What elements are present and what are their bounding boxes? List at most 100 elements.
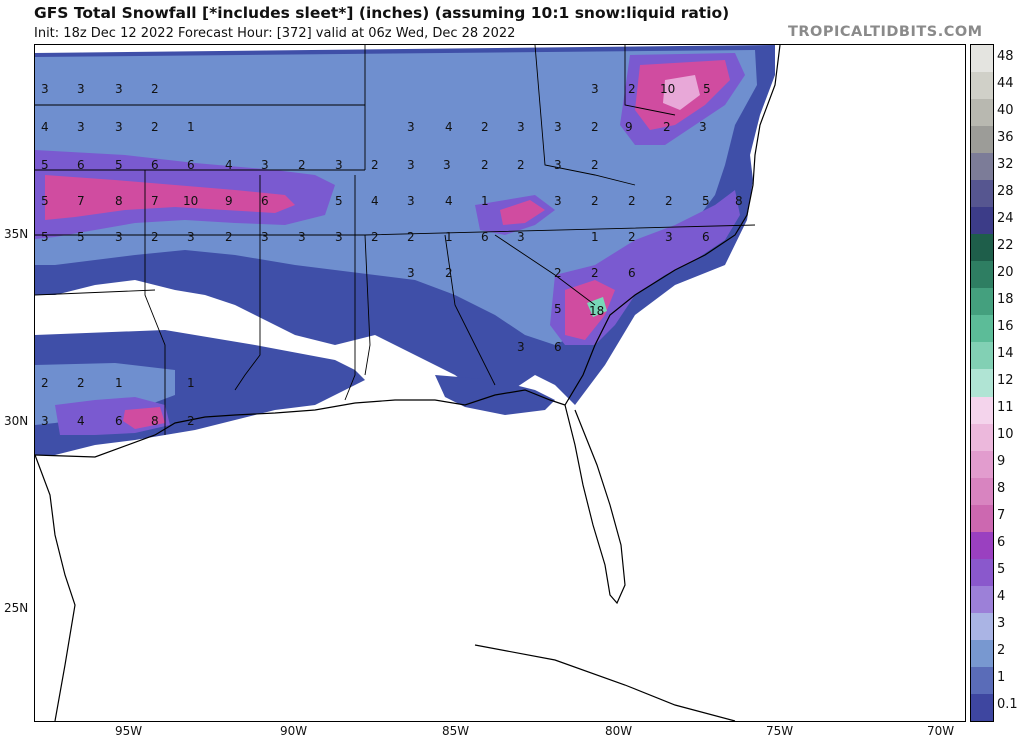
colorbar-label: 40 — [997, 102, 1014, 118]
value-label: 3 — [77, 82, 85, 96]
colorbar-label: 0.1 — [997, 697, 1018, 713]
value-label: 8 — [735, 194, 743, 208]
coastline — [35, 45, 781, 721]
value-label: 6 — [481, 230, 489, 244]
colorbar-swatch — [971, 531, 993, 560]
colorbar-swatch — [971, 504, 993, 533]
value-label: 2 — [628, 82, 636, 96]
colorbar-swatch — [971, 477, 993, 506]
colorbar-swatch — [971, 639, 993, 668]
value-label: 5 — [702, 194, 710, 208]
value-label: 9 — [225, 194, 233, 208]
value-label: 3 — [699, 120, 707, 134]
value-label: 2 — [371, 158, 379, 172]
value-label: 2 — [481, 158, 489, 172]
map-title: GFS Total Snowfall [*includes sleet*] (i… — [34, 4, 730, 22]
value-label: 10 — [660, 82, 675, 96]
lat-label-25n: 25N — [4, 601, 29, 615]
value-label: 3 — [115, 120, 123, 134]
value-label: 1 — [591, 230, 599, 244]
value-label: 7 — [151, 194, 159, 208]
colorbar-swatch — [971, 207, 993, 235]
value-label: 3 — [554, 158, 562, 172]
lon-label-90w: 90W — [280, 724, 308, 738]
colorbar-label: 20 — [997, 264, 1014, 280]
colorbar-label: 8 — [997, 481, 1006, 497]
colorbar-swatch — [971, 126, 993, 154]
colorbar-label: 11 — [997, 400, 1014, 416]
value-label: 6 — [187, 158, 195, 172]
value-label: 18 — [589, 304, 604, 318]
value-label: 4 — [445, 194, 453, 208]
colorbar-swatch — [971, 180, 993, 208]
value-label: 2 — [628, 194, 636, 208]
colorbar-label: 16 — [997, 318, 1014, 334]
value-label: 5 — [554, 302, 562, 316]
value-label: 3 — [41, 414, 49, 428]
colorbar-label: 3 — [997, 616, 1006, 632]
value-label: 8 — [115, 194, 123, 208]
value-label: 5 — [335, 194, 343, 208]
colorbar-label: 2 — [997, 643, 1006, 659]
colorbar-label: 36 — [997, 129, 1014, 145]
value-label: 3 — [187, 230, 195, 244]
value-label: 6 — [115, 414, 123, 428]
value-label: 3 — [554, 194, 562, 208]
value-label: 2 — [591, 266, 599, 280]
value-label: 6 — [628, 266, 636, 280]
colorbar-swatch — [971, 342, 993, 370]
lon-label-85w: 85W — [442, 724, 470, 738]
colorbar-swatch — [971, 234, 993, 262]
value-label: 2 — [41, 376, 49, 390]
colorbar-label: 12 — [997, 373, 1014, 388]
value-label: 2 — [591, 120, 599, 134]
value-label: 3 — [298, 230, 306, 244]
value-label: 5 — [115, 158, 123, 172]
value-label: 3 — [115, 82, 123, 96]
value-label: 10 — [183, 194, 198, 208]
value-label: 5 — [77, 230, 85, 244]
value-label: 3 — [41, 82, 49, 96]
colorbar-swatch — [971, 396, 993, 425]
lat-label-30n: 30N — [4, 414, 29, 428]
map-canvas: 3 3 3 2 4 3 3 2 1 5 6 5 6 6 4 3 2 3 2 3 … — [35, 45, 965, 721]
colorbar-label: 1 — [997, 670, 1006, 686]
snow-region-very-heavy-nc — [500, 200, 545, 225]
lon-label-70w: 70W — [927, 724, 955, 738]
lon-label-80w: 80W — [605, 724, 633, 738]
value-label: 4 — [445, 120, 453, 134]
value-label: 2 — [591, 158, 599, 172]
colorbar-swatch — [971, 99, 993, 127]
value-label: 5 — [703, 82, 711, 96]
value-label: 3 — [77, 120, 85, 134]
snow-region-very-heavy-texas — [123, 407, 165, 429]
colorbar-swatch — [971, 288, 993, 316]
colorbar-swatch — [971, 585, 993, 614]
colorbar-swatch — [971, 153, 993, 181]
colorbar-label: 5 — [997, 562, 1006, 578]
value-label: 3 — [335, 230, 343, 244]
lon-label-95w: 95W — [115, 724, 143, 738]
colorbar-label: 44 — [997, 75, 1014, 91]
value-label: 3 — [261, 230, 269, 244]
value-label: 2 — [151, 82, 159, 96]
value-label: 3 — [517, 120, 525, 134]
value-label: 9 — [625, 120, 633, 134]
value-label: 3 — [665, 230, 673, 244]
value-label: 6 — [554, 340, 562, 354]
value-label: 2 — [225, 230, 233, 244]
colorbar-swatch — [971, 261, 993, 289]
colorbar-label: 7 — [997, 508, 1006, 524]
value-label: 2 — [663, 120, 671, 134]
value-label: 1 — [187, 120, 195, 134]
value-label: 3 — [407, 120, 415, 134]
value-label: 2 — [628, 230, 636, 244]
value-label: 6 — [151, 158, 159, 172]
snow-region-extreme — [587, 297, 607, 317]
value-label: 1 — [187, 376, 195, 390]
value-label: 1 — [115, 376, 123, 390]
value-label: 8 — [151, 414, 159, 428]
value-label: 2 — [481, 120, 489, 134]
value-label: 3 — [335, 158, 343, 172]
value-label: 2 — [517, 158, 525, 172]
